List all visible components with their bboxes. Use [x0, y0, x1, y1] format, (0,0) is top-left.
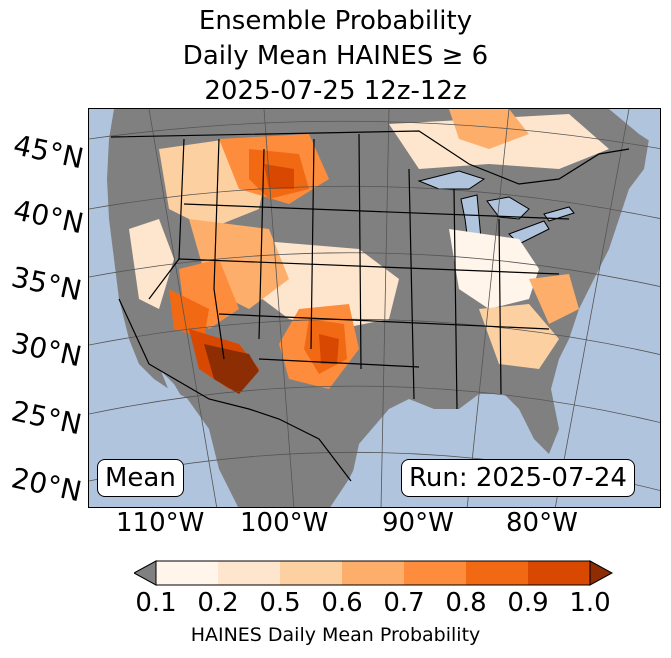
- colorbar-segment-1: [156, 561, 218, 585]
- colorbar-segment-6: [466, 561, 528, 585]
- atlantic-ocean: [559, 172, 660, 507]
- colorbar-segment-4: [342, 561, 404, 585]
- colorbar-tick-4: 0.7: [383, 588, 425, 618]
- hudson-bay: [609, 109, 660, 148]
- colorbar-over-arrow: [589, 560, 614, 586]
- title-line-2: Daily Mean HAINES ≥ 6: [182, 41, 489, 71]
- gulf-of-california: [161, 371, 207, 469]
- colorbar-tick-1: 0.2: [197, 588, 239, 618]
- colorbar-frame: [155, 560, 591, 586]
- colorbar-tick-7: 1.0: [569, 588, 611, 618]
- colorbar-tick-6: 0.9: [507, 588, 549, 618]
- colorbar-label: HAINES Daily Mean Probability: [190, 624, 481, 646]
- probability-map: [88, 108, 661, 508]
- lat-label-25: 25°N: [8, 394, 85, 442]
- colorbar-segment-5: [404, 561, 466, 585]
- colorbar-segment-3: [280, 561, 342, 585]
- lat-label-20: 20°N: [8, 461, 85, 509]
- lon-label-100: 100°W: [240, 508, 329, 538]
- title-line-1: Ensemble Probability: [198, 6, 473, 36]
- lat-label-40: 40°N: [10, 193, 87, 241]
- colorbar-segment-2: [218, 561, 280, 585]
- colorbar-tick-2: 0.5: [259, 588, 301, 618]
- colorbar-under-arrow: [134, 560, 157, 586]
- title-line-3: 2025-07-25 12z-12z: [204, 76, 467, 106]
- colorbar-tick-0: 0.1: [135, 588, 177, 618]
- lon-label-80: 80°W: [506, 508, 578, 538]
- colorbar-tick-3: 0.6: [321, 588, 363, 618]
- lon-label-90: 90°W: [382, 508, 454, 538]
- mexico-land: [149, 364, 359, 507]
- lat-label-45: 45°N: [10, 128, 87, 176]
- lat-label-35: 35°N: [8, 260, 85, 308]
- stat-label-box: Mean: [97, 459, 184, 497]
- colorbar: [134, 560, 614, 586]
- political-borders: [110, 130, 630, 482]
- lat-label-30: 30°N: [8, 326, 85, 374]
- colorbar-segment-7: [528, 561, 590, 585]
- lon-label-110: 110°W: [116, 508, 205, 538]
- colorbar-tick-5: 0.8: [445, 588, 487, 618]
- map-graphic: [89, 109, 660, 507]
- run-date-box: Run: 2025-07-24: [401, 459, 635, 497]
